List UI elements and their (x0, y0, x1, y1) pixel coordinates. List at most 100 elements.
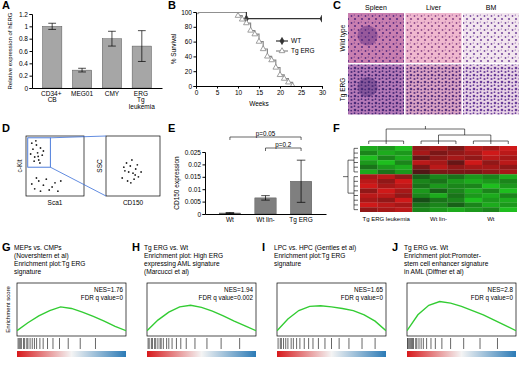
dendrogram-branch (368, 141, 369, 144)
hit (308, 338, 309, 349)
tick-mark (30, 63, 33, 64)
dendrogram-branch (386, 141, 387, 144)
axis-title: CD150 (123, 199, 144, 206)
heatmap-cell (447, 155, 465, 160)
heatmap-cell (447, 160, 465, 165)
heatmap-cell (430, 203, 448, 208)
marker (244, 20, 250, 25)
heatmap-cell (412, 193, 430, 198)
point (38, 180, 40, 182)
tick-label: 100 (181, 9, 192, 16)
heatmap-cell (395, 179, 413, 184)
annotation: p=0.05 (256, 130, 276, 138)
panel-label: F (333, 122, 340, 134)
heatmap-cell (500, 184, 517, 189)
heatmap-cell (465, 151, 483, 156)
error-bar (138, 31, 146, 62)
heatmap-cell (360, 165, 378, 170)
tick: 100 (181, 9, 196, 16)
heatmap-cell (377, 184, 395, 189)
marker (320, 15, 322, 22)
annotation: NES=1.76 (94, 286, 123, 293)
hit (291, 338, 292, 349)
dendrogram-branch (403, 141, 404, 144)
title: signature (14, 268, 41, 276)
dendrogram-branch (490, 135, 491, 141)
tick-label: 10 (235, 89, 243, 96)
point (34, 188, 36, 190)
marker (281, 75, 287, 80)
tick: 0 (195, 86, 199, 96)
panel: A00.20.40.60.811.2CD34+ CBMEG01CMYERG Tg… (2, 0, 163, 110)
heatmap-cell (447, 174, 465, 179)
column-header: BM (486, 4, 497, 11)
tick-label: 0 (195, 89, 199, 96)
tick: CD34+ CB (41, 90, 63, 104)
point (32, 148, 34, 150)
hit (339, 338, 340, 349)
gate (28, 138, 51, 167)
point (40, 147, 42, 149)
hit (278, 338, 279, 349)
heatmap-cell (395, 193, 413, 198)
dendrogram-branch (343, 176, 348, 177)
tick-label-line: CMY (105, 90, 120, 97)
tick-label: 20 (185, 68, 193, 75)
hit (26, 338, 27, 349)
tick-label: 0 (24, 85, 28, 92)
tick-label: 25 (298, 89, 306, 96)
rank-gradient (407, 351, 516, 357)
heatmap-cell (412, 203, 430, 208)
tick-label: 5 (216, 89, 220, 96)
tick-label: MEG01 (71, 90, 93, 97)
hit (27, 338, 28, 349)
tick-mark (194, 42, 197, 43)
tick-mark (30, 76, 33, 77)
hit (450, 338, 451, 349)
panel-label: C (333, 0, 341, 11)
plot-area (147, 305, 256, 330)
heatmap-cell (482, 193, 500, 198)
title: Enrichment plot: High ERG (144, 252, 223, 260)
tick: 60 (185, 38, 196, 45)
tick-label: 0.01 (188, 186, 201, 193)
tick-label: 80 (185, 23, 193, 30)
hit (20, 338, 21, 349)
heatmap-cell (395, 170, 413, 175)
plot-area (408, 338, 498, 349)
hit (32, 338, 33, 349)
bar (42, 26, 61, 88)
plot-area (17, 307, 126, 331)
hit (287, 338, 288, 349)
heatmap-cell (465, 170, 483, 175)
tick: 5 (216, 86, 220, 96)
point (121, 177, 123, 179)
bracket (266, 148, 302, 151)
marker (235, 12, 241, 17)
hit (80, 338, 81, 349)
heatmap-cell (360, 155, 378, 160)
hit (412, 338, 413, 349)
heatmap-cell (500, 188, 517, 193)
hit (151, 338, 152, 349)
tick-label: 30 (319, 89, 327, 96)
tick: ERG Tg leukemia (129, 90, 155, 111)
annotation: NES=1.94 (224, 286, 253, 293)
tick: 0.005 (185, 198, 205, 205)
heatmap-cell (395, 160, 413, 165)
panel: E00.0050.010.0150.020.025WtWt lin-Tg ERG… (168, 122, 327, 224)
hit (155, 338, 156, 349)
panel: B020406080100051015202530% SurvivalWeeks… (168, 0, 326, 107)
plot-frame (147, 283, 256, 336)
point (124, 170, 126, 172)
tick-label: 0.6 (19, 48, 28, 55)
rank-gradient (277, 351, 386, 357)
error-bar (48, 23, 56, 29)
point (38, 159, 40, 161)
marker (269, 57, 275, 62)
hit (24, 338, 25, 349)
hit (435, 338, 436, 349)
heatmap-cell (377, 198, 395, 203)
hit (423, 338, 424, 349)
tick-label: 0.2 (19, 72, 28, 79)
